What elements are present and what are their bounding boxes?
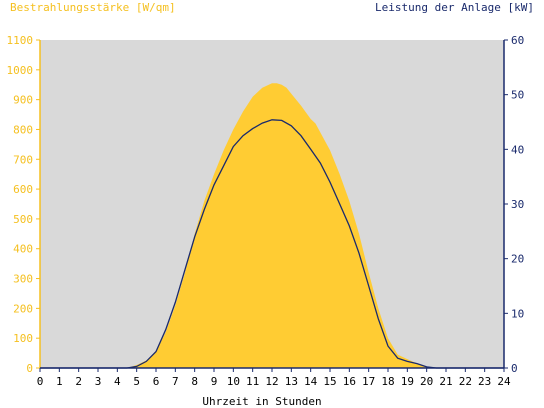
x-tick-label: 21 — [439, 375, 452, 388]
x-tick-label: 23 — [478, 375, 491, 388]
right-tick-label: 30 — [511, 198, 524, 211]
x-tick-label: 16 — [343, 375, 356, 388]
x-tick-label: 24 — [497, 375, 511, 388]
left-tick-label: 200 — [13, 302, 33, 315]
right-tick-label: 0 — [511, 362, 518, 375]
x-tick-label: 0 — [37, 375, 44, 388]
left-tick-label: 500 — [13, 213, 33, 226]
right-tick-label: 20 — [511, 253, 524, 266]
x-tick-label: 5 — [133, 375, 140, 388]
left-tick-label: 400 — [13, 243, 33, 256]
left-tick-label: 600 — [13, 183, 33, 196]
right-tick-label: 40 — [511, 143, 524, 156]
x-tick-label: 12 — [265, 375, 278, 388]
x-tick-label: 18 — [381, 375, 394, 388]
x-tick-label: 13 — [285, 375, 298, 388]
x-tick-label: 11 — [246, 375, 259, 388]
power-line — [40, 119, 504, 369]
irradiance-area — [40, 83, 504, 368]
x-tick-label: 15 — [323, 375, 336, 388]
x-tick-label: 8 — [191, 375, 198, 388]
left-tick-label: 1000 — [7, 64, 34, 77]
x-tick-label: 7 — [172, 375, 179, 388]
x-tick-label: 1 — [56, 375, 63, 388]
x-tick-label: 10 — [227, 375, 240, 388]
x-axis-title: Uhrzeit in Stunden — [202, 395, 321, 408]
x-tick-label: 17 — [362, 375, 375, 388]
right-tick-label: 50 — [511, 89, 524, 102]
x-tick-label: 20 — [420, 375, 433, 388]
x-tick-label: 3 — [95, 375, 102, 388]
x-tick-label: 6 — [153, 375, 160, 388]
x-tick-label: 9 — [211, 375, 218, 388]
x-tick-label: 22 — [459, 375, 472, 388]
x-tick-label: 14 — [304, 375, 318, 388]
left-tick-label: 900 — [13, 94, 33, 107]
left-tick-label: 1100 — [7, 34, 34, 47]
left-tick-label: 800 — [13, 123, 33, 136]
x-tick-label: 19 — [401, 375, 414, 388]
left-tick-label: 300 — [13, 273, 33, 286]
right-tick-label: 10 — [511, 307, 524, 320]
left-tick-label: 700 — [13, 153, 33, 166]
left-tick-label: 100 — [13, 332, 33, 345]
right-tick-label: 60 — [511, 34, 524, 47]
left-axis-title: Bestrahlungsstärke [W/qm] — [10, 1, 176, 14]
right-axis-title: Leistung der Anlage [kW] — [375, 1, 534, 14]
x-tick-label: 4 — [114, 375, 121, 388]
x-tick-label: 2 — [75, 375, 82, 388]
left-tick-label: 0 — [26, 362, 33, 375]
